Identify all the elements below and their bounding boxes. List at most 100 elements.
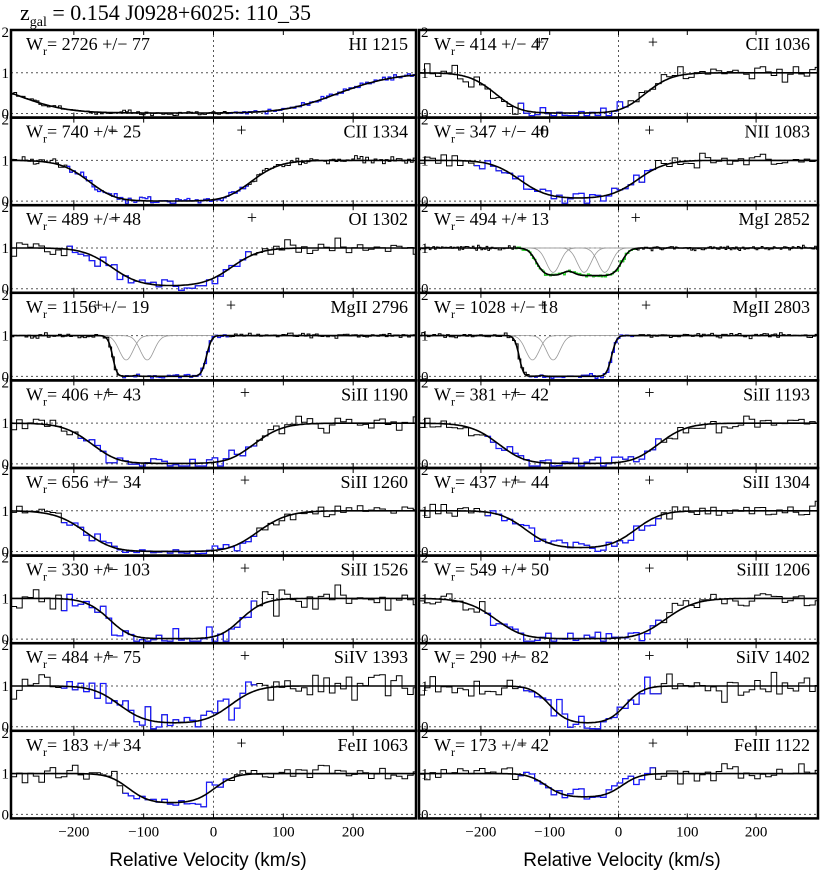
spectrum-data — [11, 674, 416, 730]
wr-value: = 494 +/− 13 — [455, 209, 549, 229]
plus-marker: + — [240, 645, 250, 665]
y-tick-label: 2 — [421, 551, 429, 567]
equivalent-width-label: Wr= 1028 +/− 18 — [434, 297, 558, 321]
y-tick-label: 0 — [421, 107, 429, 123]
ion-label: MgI 2852 — [739, 209, 811, 229]
y-tick-label: 2 — [2, 375, 10, 391]
wr-symbol: W — [26, 647, 43, 667]
y-tick-label: 1 — [2, 329, 10, 345]
wr-subscript: r — [451, 394, 455, 408]
wr-subscript: r — [43, 482, 47, 496]
y-tick-label: 0 — [2, 107, 10, 123]
y-tick-label: 1 — [421, 241, 429, 257]
spectrum-fit-region — [485, 612, 662, 642]
equivalent-width-label: Wr= 1156 +/− 19 — [26, 297, 149, 321]
ion-label: SiII 1304 — [743, 472, 811, 492]
plus-marker: + — [240, 558, 250, 578]
equivalent-width-label: Wr= 489 +/− 48 — [26, 209, 141, 233]
wr-symbol: W — [26, 384, 43, 404]
title-text: = 0.154 J0928+6025: 110_35 — [47, 0, 311, 25]
y-tick-label: 0 — [2, 194, 10, 210]
y-tick-label: 0 — [2, 369, 10, 385]
wr-value: = 183 +/− 34 — [47, 735, 141, 755]
wr-subscript: r — [451, 219, 455, 233]
y-tick-label: 2 — [421, 25, 429, 41]
model-profile — [11, 334, 416, 378]
wr-subscript: r — [43, 132, 47, 146]
y-tick-label: 0 — [421, 457, 429, 473]
wr-subscript: r — [451, 745, 455, 759]
plus-marker: + — [534, 32, 544, 52]
wr-symbol: W — [434, 560, 451, 580]
model-profile — [11, 685, 416, 724]
plus-marker: + — [538, 295, 548, 315]
plus-marker: + — [111, 207, 121, 227]
wr-symbol: W — [26, 560, 43, 580]
wr-subscript: r — [451, 482, 455, 496]
equivalent-width-label: Wr= 347 +/− 40 — [434, 122, 549, 146]
equivalent-width-label: Wr= 414 +/− 47 — [434, 34, 549, 58]
wr-symbol: W — [434, 122, 451, 142]
wr-value: = 381 +/− 42 — [455, 384, 549, 404]
plus-marker: + — [104, 645, 114, 665]
plus-marker: + — [510, 470, 520, 490]
plus-marker: + — [93, 295, 103, 315]
equivalent-width-label: Wr= 740 +/− 25 — [26, 122, 141, 146]
x-tick-label: 0 — [210, 824, 218, 840]
plus-marker: + — [510, 383, 520, 403]
wr-symbol: W — [434, 735, 451, 755]
plus-marker: + — [517, 207, 527, 227]
y-tick-label: 1 — [2, 241, 10, 257]
wr-symbol: W — [434, 472, 451, 492]
y-tick-label: 1 — [421, 679, 429, 695]
y-tick-label: 2 — [2, 551, 10, 567]
y-tick-label: 2 — [2, 288, 10, 304]
plus-marker: + — [538, 120, 548, 140]
ion-label: MgII 2803 — [733, 297, 811, 317]
equivalent-width-label: Wr= 330 +/− 103 — [26, 560, 150, 584]
spectrum-fit-region — [66, 165, 249, 204]
y-tick-label: 1 — [2, 679, 10, 695]
x-axis-label-right: Relative Velocity (km/s) — [523, 850, 720, 871]
wr-symbol: W — [434, 297, 451, 317]
plus-marker: + — [648, 733, 658, 753]
y-tick-label: 0 — [421, 369, 429, 385]
spectrum-fit-region — [61, 593, 257, 642]
plus-marker: + — [104, 383, 114, 403]
ion-label: CII 1334 — [344, 122, 409, 142]
wr-value: = 740 +/− 25 — [47, 122, 141, 142]
y-tick-label: 1 — [421, 504, 429, 520]
plus-marker: + — [644, 383, 654, 403]
plus-marker: + — [648, 32, 658, 52]
y-tick-label: 2 — [2, 200, 10, 216]
wr-symbol: W — [26, 472, 43, 492]
ion-label: FeII 1063 — [338, 735, 409, 755]
model-profile — [11, 772, 416, 804]
plus-marker: + — [236, 120, 246, 140]
plus-marker: + — [644, 120, 654, 140]
y-tick-label: 0 — [421, 545, 429, 561]
x-tick-label: −200 — [465, 824, 496, 840]
y-tick-label: 0 — [421, 282, 429, 298]
y-tick-label: 2 — [421, 726, 429, 742]
x-axis: −200 −100 0 100 200 −200 −100 0 100 200 — [58, 824, 767, 840]
y-tick-label: 1 — [421, 329, 429, 345]
plus-marker: + — [644, 645, 654, 665]
model-profile — [419, 334, 818, 378]
plus-marker: + — [100, 470, 110, 490]
model-profile — [419, 159, 818, 199]
plus-marker: + — [644, 470, 654, 490]
wr-value: = 549 +/− 50 — [455, 560, 549, 580]
